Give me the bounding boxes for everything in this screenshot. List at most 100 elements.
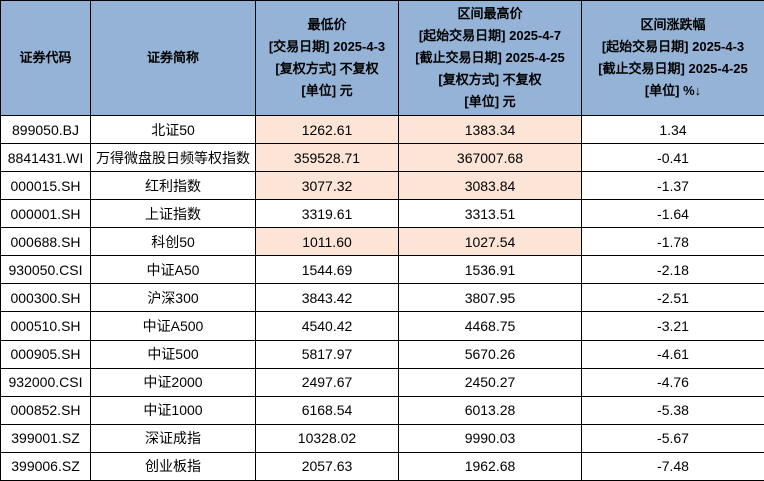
code-cell: 899050.BJ [0,114,91,145]
table-row: 000852.SH 中证1000 6168.54 6013.28 -5.38 [0,395,764,425]
change-cell: -4.61 [581,339,764,369]
header-line: [起始交易日期] 2025-4-3 [601,39,745,54]
header-line: [截止交易日期] 2025-4-25 [598,61,748,76]
low-price-cell: 2497.67 [255,367,399,397]
column-header-code[interactable]: 证券代码 [0,0,91,116]
table-row: 000905.SH 中证500 5817.97 5670.26 -4.61 [0,339,764,369]
high-price-cell: 3807.95 [398,283,582,313]
table-row: 000688.SH 科创50 1011.60 1027.54 -1.78 [0,227,764,257]
name-cell: 创业板指 [90,451,256,481]
low-price-cell: 4540.42 [255,311,399,341]
low-price-cell: 5817.97 [255,339,399,369]
name-cell: 红利指数 [90,171,256,201]
header-line: [起始交易日期] 2025-4-7 [418,28,562,43]
table-row: 000001.SH 上证指数 3319.61 3313.51 -1.64 [0,199,764,229]
name-cell: 沪深300 [90,283,256,313]
high-price-cell: 4468.75 [398,311,582,341]
name-cell: 中证1000 [90,395,256,425]
code-cell: 000510.SH [0,311,91,341]
low-price-cell: 3077.32 [255,171,399,201]
high-price-cell: 367007.68 [398,143,582,173]
header-line: 区间涨跌幅 [640,17,706,32]
high-price-cell: 2450.27 [398,367,582,397]
column-header-high[interactable]: 区间最高价 [起始交易日期] 2025-4-7 [截止交易日期] 2025-4-25… [398,0,582,116]
header-line: [复权方式] 不复权 [438,72,542,87]
code-cell: 000001.SH [0,199,91,229]
header-line: [单位] 元 [301,83,353,98]
table-row: 399001.SZ 深证成指 10328.02 9990.03 -5.67 [0,423,764,453]
table-row: 000015.SH 红利指数 3077.32 3083.84 -1.37 [0,171,764,201]
low-price-cell: 1544.69 [255,255,399,285]
change-cell: -2.18 [581,255,764,285]
name-cell: 中证500 [90,339,256,369]
change-cell: -5.67 [581,423,764,453]
low-price-cell: 3319.61 [255,199,399,229]
header-line: [截止交易日期] 2025-4-25 [415,50,565,65]
name-cell: 上证指数 [90,199,256,229]
high-price-cell: 5670.26 [398,339,582,369]
name-cell: 深证成指 [90,423,256,453]
change-cell: -1.37 [581,171,764,201]
table-row: 000510.SH 中证A500 4540.42 4468.75 -3.21 [0,311,764,341]
table-body: 899050.BJ 北证50 1262.61 1383.34 1.34 8841431.W… [0,114,764,481]
name-cell: 北证50 [90,114,256,145]
change-cell: -4.76 [581,367,764,397]
header-line: [单位] %↓ [644,83,702,98]
name-cell: 中证2000 [90,367,256,397]
low-price-cell: 1011.60 [255,227,399,257]
low-price-cell: 1262.61 [255,114,399,145]
header-line: 区间最高价 [457,6,523,21]
header-line: [单位] 元 [464,94,516,109]
code-cell: 000688.SH [0,227,91,257]
high-price-cell: 1027.54 [398,227,582,257]
table-row: 899050.BJ 北证50 1262.61 1383.34 1.34 [0,114,764,145]
code-cell: 930050.CSI [0,255,91,285]
code-cell: 8841431.WI [0,143,91,173]
column-header-name[interactable]: 证券简称 [90,0,256,116]
name-cell: 中证A50 [90,255,256,285]
change-cell: -1.78 [581,227,764,257]
high-price-cell: 9990.03 [398,423,582,453]
column-header-change[interactable]: 区间涨跌幅 [起始交易日期] 2025-4-3 [截止交易日期] 2025-4-25… [581,0,764,116]
high-price-cell: 1962.68 [398,451,582,481]
table-row: 399006.SZ 创业板指 2057.63 1962.68 -7.48 [0,451,764,481]
header-line: [交易日期] 2025-4-3 [268,39,386,54]
code-cell: 000905.SH [0,339,91,369]
code-cell: 000300.SH [0,283,91,313]
code-cell: 399001.SZ [0,423,91,453]
change-cell: -5.38 [581,395,764,425]
high-price-cell: 3083.84 [398,171,582,201]
high-price-cell: 1536.91 [398,255,582,285]
high-price-cell: 6013.28 [398,395,582,425]
change-cell: 1.34 [581,114,764,145]
code-cell: 000852.SH [0,395,91,425]
low-price-cell: 3843.42 [255,283,399,313]
code-cell: 000015.SH [0,171,91,201]
code-cell: 932000.CSI [0,367,91,397]
header-line: 证券代码 [19,50,72,65]
change-cell: -3.21 [581,311,764,341]
low-price-cell: 10328.02 [255,423,399,453]
high-price-cell: 3313.51 [398,199,582,229]
high-price-cell: 1383.34 [398,114,582,145]
table-row: 8841431.WI 万得微盘股日频等权指数 359528.71 367007.68-… [0,143,764,173]
table-row: 930050.CSI 中证A50 1544.69 1536.91 -2.18 [0,255,764,285]
change-cell: -0.41 [581,143,764,173]
low-price-cell: 6168.54 [255,395,399,425]
low-price-cell: 359528.71 [255,143,399,173]
code-cell: 399006.SZ [0,451,91,481]
header-line: 最低价 [307,17,347,32]
table-row: 932000.CSI 中证2000 2497.67 2450.27 -4.76 [0,367,764,397]
low-price-cell: 2057.63 [255,451,399,481]
change-cell: -1.64 [581,199,764,229]
column-header-low[interactable]: 最低价 [交易日期] 2025-4-3 [复权方式] 不复权 [单位] 元 [255,0,399,116]
name-cell: 科创50 [90,227,256,257]
name-cell: 万得微盘股日频等权指数 [90,143,256,173]
table-row: 000300.SH 沪深300 3843.42 3807.95 -2.51 [0,283,764,313]
header-line: [复权方式] 不复权 [275,61,379,76]
header-row: 证券代码 证券简称 最低价 [交易日期] 2025-4-3 [复权方式] 不复权 [单位]… [0,0,764,116]
header-line: 证券简称 [146,50,199,65]
change-cell: -2.51 [581,283,764,313]
change-cell: -7.48 [581,451,764,481]
